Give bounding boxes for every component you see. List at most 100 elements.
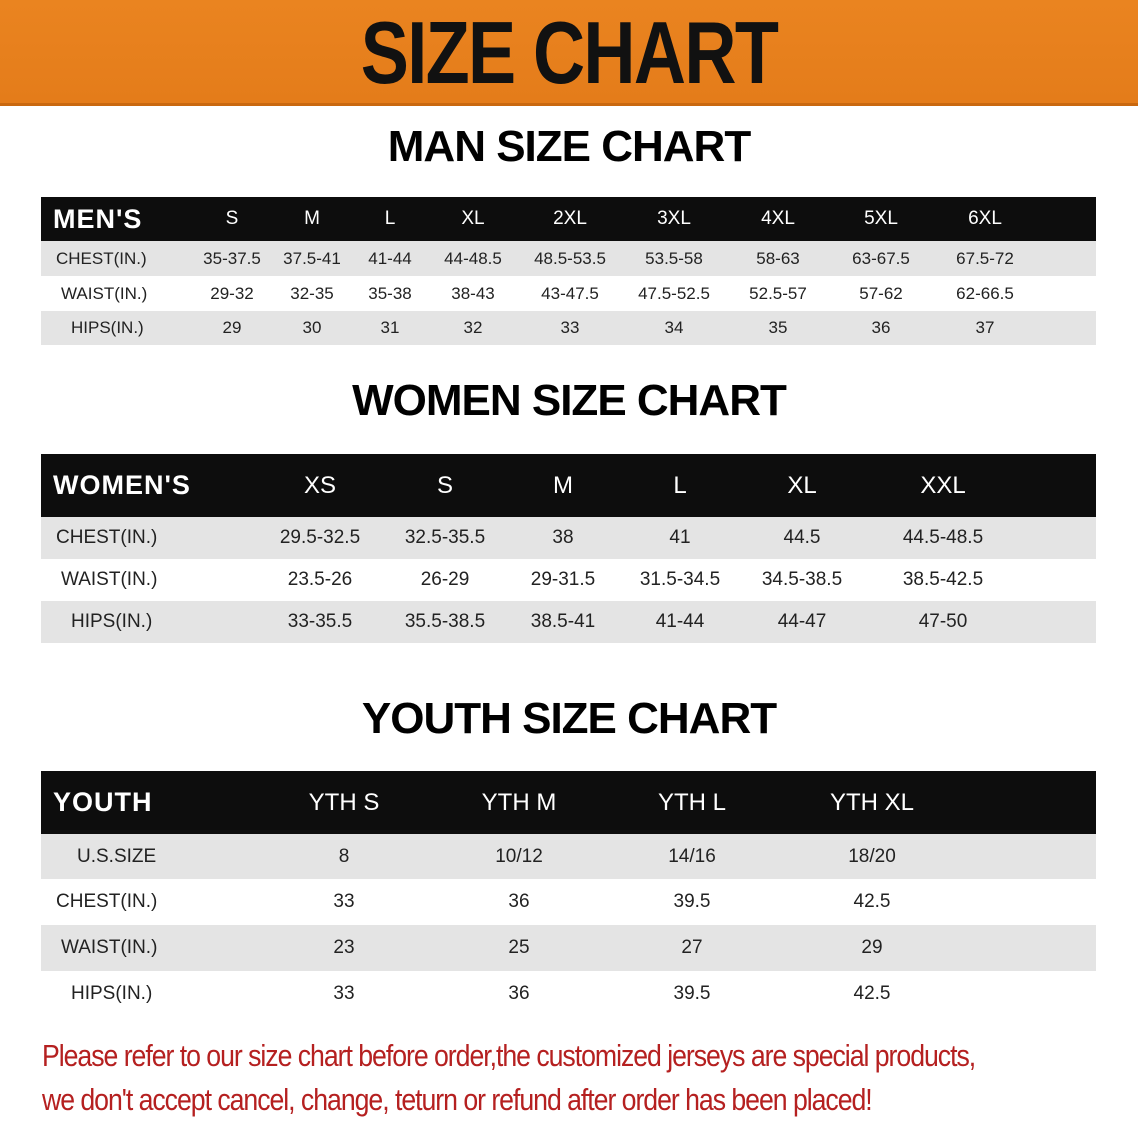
table-cell: 32	[463, 318, 483, 337]
row-label: HIPS(IN.)	[71, 982, 153, 1004]
size-column-header: YTH M	[481, 788, 557, 816]
size-column-header: YTH L	[657, 788, 727, 816]
table-cell: 26-29	[420, 569, 470, 590]
women-section-title: WOMEN SIZE CHART	[352, 376, 787, 425]
table-cell: 30	[302, 318, 322, 337]
table-cell: 47-50	[918, 611, 968, 632]
table-cell: 35-37.5	[203, 248, 261, 268]
table-cell: 33	[333, 891, 355, 912]
table-cell: 10/12	[495, 845, 543, 867]
size-column-header: 2XL	[553, 208, 587, 229]
table-cell: 63-67.5	[852, 248, 910, 268]
table-cell: 44-48.5	[444, 248, 502, 268]
table-cell: 34	[664, 318, 684, 337]
table-cell: 37.5-41	[283, 248, 341, 268]
size-column-header: S	[225, 208, 239, 229]
table-cell: 35	[768, 318, 788, 337]
table-cell: 37	[975, 318, 995, 337]
header-label: MEN'S	[53, 203, 143, 234]
table-cell: 32-35	[290, 283, 334, 303]
men-section-title: MAN SIZE CHART	[387, 122, 751, 171]
table-cell: 29	[222, 318, 242, 337]
table-cell: 33	[560, 318, 580, 337]
notice-line-1: Please refer to our size chart before or…	[42, 1038, 976, 1073]
header-label: WOMEN'S	[53, 470, 191, 500]
table-cell: 31.5-34.5	[639, 569, 721, 590]
table-cell: 29	[861, 937, 883, 958]
table-cell: 42.5	[853, 982, 891, 1004]
row-label: CHEST(IN.)	[56, 891, 158, 912]
table-row: WAIST(IN.) 23 25 27 29	[41, 925, 1096, 971]
table-cell: 36	[871, 318, 891, 337]
size-column-header: XS	[303, 471, 337, 499]
table-cell: 47.5-52.5	[638, 283, 710, 303]
table-cell: 42.5	[853, 891, 891, 912]
row-label: CHEST(IN.)	[56, 248, 147, 268]
table-row: WAIST(IN.) 23.5-26 26-29 29-31.5 31.5-34.5 34…	[41, 559, 1096, 601]
table-cell: 38-43	[451, 283, 495, 303]
table-row: U.S.SIZE 8 10/12 14/16 18/20	[41, 834, 1096, 879]
table-cell: 36	[508, 891, 530, 912]
table-cell: 38.5-42.5	[902, 569, 984, 590]
table-cell: 25	[508, 937, 530, 958]
size-column-header: XXL	[920, 471, 966, 499]
row-label: WAIST(IN.)	[61, 569, 158, 590]
youth-section-title: YOUTH SIZE CHART	[361, 694, 777, 743]
row-label: CHEST(IN.)	[56, 527, 158, 548]
table-row: CHEST(IN.) 35-37.5 37.5-41 41-44 44-48.5 48.5…	[41, 241, 1096, 276]
table-cell: 35.5-38.5	[404, 611, 486, 632]
table-cell: 58-63	[756, 248, 800, 268]
table-row: CHEST(IN.) 29.5-32.5 32.5-35.5 38 41 44.5 44.5…	[41, 517, 1096, 559]
size-column-header: XL	[461, 208, 485, 229]
size-column-header: 4XL	[761, 208, 795, 229]
row-label: WAIST(IN.)	[61, 937, 158, 958]
size-column-header: YTH S	[308, 788, 380, 816]
table-cell: 44.5	[783, 527, 821, 548]
table-row: HIPS(IN.) 29 30 31 32 33 34 35 36 37	[41, 311, 1096, 345]
table-cell: 23.5-26	[287, 569, 353, 590]
table-cell: 31	[380, 318, 400, 337]
table-cell: 29.5-32.5	[279, 527, 361, 548]
table-cell: 41-44	[368, 248, 412, 268]
size-column-header: 5XL	[864, 208, 898, 229]
table-cell: 23	[333, 937, 355, 958]
table-cell: 27	[681, 937, 703, 958]
row-label: WAIST(IN.)	[61, 283, 148, 303]
table-row: HIPS(IN.) 33 36 39.5 42.5	[41, 971, 1096, 1016]
table-cell: 39.5	[673, 891, 711, 912]
table-cell: 44-47	[777, 611, 827, 632]
table-cell: 18/20	[848, 845, 896, 867]
men-header-row: MEN'S S M L XL 2XL 3XL 4XL 5XL 6XL	[41, 197, 1096, 241]
row-label: U.S.SIZE	[77, 845, 157, 867]
notice-line-2: we don't accept cancel, change, teturn o…	[42, 1082, 873, 1117]
youth-header-row: YOUTH YTH S YTH M YTH L YTH XL	[41, 771, 1096, 834]
table-cell: 38.5-41	[530, 611, 596, 632]
size-column-header: 3XL	[657, 208, 691, 229]
table-cell: 57-62	[859, 283, 903, 303]
size-column-header: 6XL	[968, 208, 1002, 229]
table-cell: 43-47.5	[541, 283, 599, 303]
header-label: YOUTH	[53, 787, 153, 817]
table-cell: 52.5-57	[749, 283, 807, 303]
table-cell: 41-44	[655, 611, 705, 632]
table-row: CHEST(IN.) 33 36 39.5 42.5	[41, 879, 1096, 925]
size-column-header: M	[304, 208, 320, 229]
table-cell: 38	[552, 527, 574, 548]
table-cell: 33	[333, 982, 355, 1004]
table-row: HIPS(IN.) 33-35.5 35.5-38.5 38.5-41 41-44 44-…	[41, 601, 1096, 643]
size-column-header: S	[436, 471, 454, 499]
banner: SIZE CHART	[0, 0, 1138, 106]
size-column-header: M	[553, 471, 573, 499]
size-column-header: L	[673, 471, 687, 499]
table-cell: 62-66.5	[956, 283, 1014, 303]
table-cell: 44.5-48.5	[902, 527, 984, 548]
table-cell: 34.5-38.5	[761, 569, 843, 590]
table-cell: 14/16	[668, 845, 716, 867]
table-cell: 32.5-35.5	[404, 527, 486, 548]
size-column-header: L	[384, 208, 396, 229]
table-cell: 29-32	[210, 283, 254, 303]
women-header-row: WOMEN'S XS S M L XL XXL	[41, 454, 1096, 517]
table-cell: 33-35.5	[287, 611, 353, 632]
table-cell: 39.5	[673, 982, 711, 1004]
row-label: HIPS(IN.)	[71, 318, 144, 337]
